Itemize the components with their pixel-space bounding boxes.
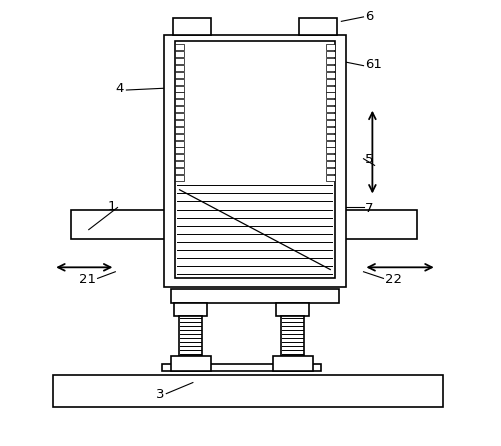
Bar: [326, 99, 335, 105]
Bar: [175, 148, 184, 153]
Bar: [326, 72, 335, 78]
Bar: [174, 303, 207, 316]
Bar: [326, 148, 335, 153]
Bar: [175, 41, 335, 278]
Text: 61: 61: [365, 58, 382, 71]
Bar: [162, 363, 322, 372]
Bar: [326, 51, 335, 57]
Bar: [71, 210, 417, 239]
Bar: [326, 134, 335, 140]
Bar: [53, 375, 443, 407]
Bar: [326, 154, 335, 160]
Bar: [326, 127, 335, 133]
Bar: [326, 106, 335, 112]
Bar: [326, 175, 335, 181]
Bar: [326, 113, 335, 119]
Bar: [179, 316, 202, 356]
Text: 21: 21: [79, 273, 96, 286]
Bar: [175, 140, 184, 147]
Text: 7: 7: [365, 202, 373, 215]
Bar: [299, 18, 337, 35]
Bar: [175, 79, 184, 85]
Bar: [175, 120, 184, 126]
Text: 5: 5: [365, 153, 373, 166]
Bar: [326, 92, 335, 99]
Text: 3: 3: [156, 388, 164, 401]
Bar: [326, 86, 335, 91]
Bar: [175, 127, 184, 133]
Bar: [326, 65, 335, 71]
Bar: [175, 92, 184, 99]
Text: 1: 1: [108, 200, 116, 213]
Bar: [326, 140, 335, 147]
Bar: [326, 58, 335, 64]
Bar: [175, 175, 184, 181]
Bar: [175, 134, 184, 140]
Bar: [175, 168, 184, 174]
Bar: [281, 316, 304, 356]
Bar: [175, 154, 184, 160]
Bar: [171, 356, 210, 372]
Bar: [326, 120, 335, 126]
Bar: [175, 72, 184, 78]
Bar: [175, 51, 184, 57]
Bar: [171, 289, 339, 303]
Bar: [164, 35, 346, 287]
Bar: [175, 45, 184, 50]
Bar: [175, 99, 184, 105]
Bar: [175, 106, 184, 112]
Bar: [175, 86, 184, 91]
Bar: [175, 113, 184, 119]
Bar: [326, 45, 335, 50]
Bar: [173, 18, 210, 35]
Bar: [326, 79, 335, 85]
Bar: [175, 161, 184, 167]
Text: 22: 22: [385, 273, 402, 286]
Bar: [273, 356, 313, 372]
Text: 6: 6: [365, 9, 373, 22]
Bar: [175, 65, 184, 71]
Text: 4: 4: [116, 82, 124, 95]
Bar: [326, 168, 335, 174]
Bar: [326, 161, 335, 167]
Bar: [175, 58, 184, 64]
Bar: [276, 303, 309, 316]
